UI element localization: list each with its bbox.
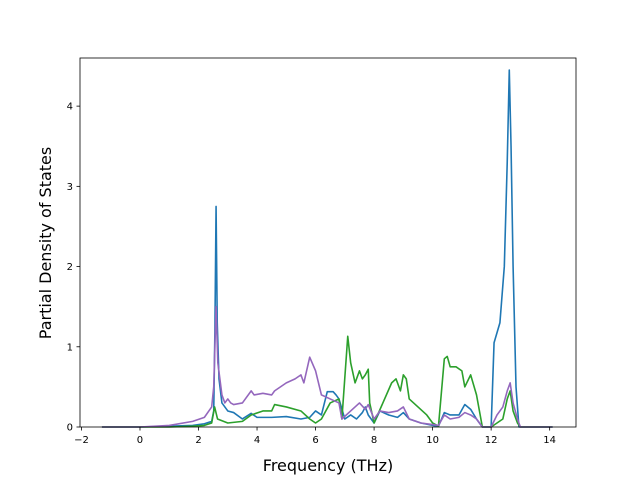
series-layer bbox=[101, 69, 553, 428]
x-tick-label: 6 bbox=[312, 435, 318, 446]
y-axis-label: Partial Density of States bbox=[36, 147, 55, 339]
x-axis-label: Frequency (THz) bbox=[263, 456, 393, 475]
x-axis-ticks: −2 0 2 4 6 8 10 12 14 bbox=[74, 427, 556, 446]
y-tick-label: 3 bbox=[67, 182, 73, 193]
series-line-3 bbox=[101, 305, 553, 428]
x-tick-label: 0 bbox=[137, 435, 143, 446]
y-tick-label: 4 bbox=[67, 102, 73, 113]
x-tick-label: 8 bbox=[371, 435, 377, 446]
x-tick-label: 14 bbox=[543, 435, 556, 446]
plot-frame bbox=[79, 57, 577, 428]
y-tick-label: 2 bbox=[67, 262, 73, 273]
x-tick-label: 2 bbox=[195, 435, 201, 446]
y-tick-label: 0 bbox=[67, 423, 73, 434]
x-tick-label: 10 bbox=[426, 435, 439, 446]
y-tick-label: 1 bbox=[67, 342, 73, 353]
x-tick-label: 4 bbox=[254, 435, 260, 446]
y-axis-ticks: 0 1 2 3 4 bbox=[67, 102, 80, 434]
x-tick-label: −2 bbox=[74, 435, 89, 446]
x-tick-label: 12 bbox=[485, 435, 498, 446]
